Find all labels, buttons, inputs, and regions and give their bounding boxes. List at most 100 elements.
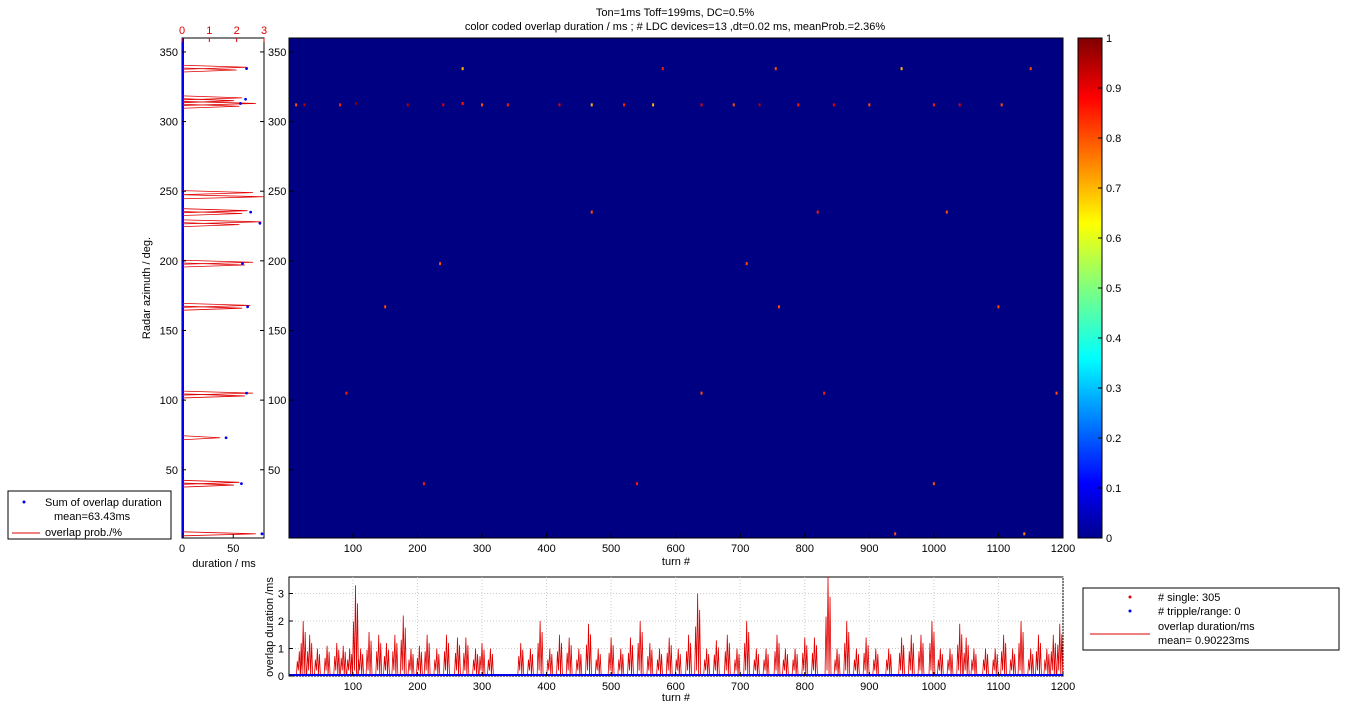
overlap-duration-spike xyxy=(536,620,544,677)
overlap-duration-spike xyxy=(674,648,682,677)
colorbar-tick-label: 0.4 xyxy=(1106,333,1121,345)
overlap-duration-spike xyxy=(443,634,450,677)
azimuth-duration-point xyxy=(245,67,248,71)
overlap-x-tick-label: 1200 xyxy=(1051,681,1075,693)
overlap-duration-spike xyxy=(487,648,494,677)
heatmap-hit xyxy=(797,103,800,107)
heatmap-x-tick-label: 1000 xyxy=(922,543,946,555)
overlap-duration-spike xyxy=(723,634,731,677)
heatmap-hit xyxy=(506,103,509,107)
overlap-x-tick-label: 700 xyxy=(731,681,749,693)
overlap-duration-spike xyxy=(365,631,373,677)
heatmap-x-tick-label: 300 xyxy=(473,543,491,555)
overlap-duration-spike xyxy=(811,637,818,677)
heatmap-hit xyxy=(777,305,780,309)
overlap-x-label: turn # xyxy=(662,692,691,704)
overlap-y-tick-label: 1 xyxy=(278,644,284,656)
legend-prob-label: overlap prob./% xyxy=(45,527,122,539)
heatmap-x-tick-label: 400 xyxy=(537,543,555,555)
overlap-duration-spike xyxy=(791,648,799,677)
overlap-duration-spike xyxy=(575,648,583,677)
overlap-duration-spike xyxy=(733,648,741,677)
overlap-duration-spike xyxy=(801,637,809,677)
azimuth-duration-point xyxy=(224,436,228,440)
heatmap-panel: 100 200 300 400 500 600 700 800 900 1000 1100 1200 … xyxy=(288,37,1075,568)
heatmap-hit xyxy=(384,305,387,309)
overlap-duration-spike xyxy=(970,648,978,677)
overlap-duration-spike xyxy=(527,648,534,677)
legend-single-marker xyxy=(1128,595,1132,599)
azimuth-y-tick-label: 200 xyxy=(160,256,178,268)
azimuth-plot-area xyxy=(181,37,265,539)
overlap-duration-spike xyxy=(556,634,563,677)
heatmap-hit xyxy=(623,103,626,107)
overlap-duration-spike xyxy=(982,648,989,677)
colorbar-tick-label: 1 xyxy=(1106,33,1112,45)
azimuth-top-tick-label: 3 xyxy=(261,25,267,37)
azimuth-top-tick-label: 1 xyxy=(206,25,212,37)
overlap-x-tick-label: 800 xyxy=(796,681,814,693)
azimuth-probability-spike xyxy=(182,435,221,441)
heatmap-x-tick-label: 800 xyxy=(796,543,814,555)
azimuth-probability-spike xyxy=(182,479,240,485)
overlap-duration-spike xyxy=(594,648,602,677)
colorbar-tick-label: 0.5 xyxy=(1106,283,1121,295)
heatmap-hit xyxy=(900,67,903,71)
azimuth-y-tick-label: 250 xyxy=(160,186,178,198)
overlap-duration-spike xyxy=(782,648,789,677)
overlap-duration-spike xyxy=(357,648,365,677)
heatmap-x-tick-label: 200 xyxy=(408,543,426,555)
azimuth-duration-point xyxy=(249,210,253,214)
overlap-duration-spike xyxy=(423,634,431,677)
overlap-x-tick-label: 400 xyxy=(537,681,555,693)
overlap-duration-spike xyxy=(1017,620,1025,677)
heatmap-hit xyxy=(661,67,664,71)
heatmap-hit xyxy=(406,103,409,107)
heatmap-x-tick-label: 1100 xyxy=(987,543,1011,555)
heatmap-hit xyxy=(774,67,777,71)
overlap-duration-spike xyxy=(917,634,925,677)
heatmap-hit xyxy=(894,532,897,536)
overlap-duration-spike xyxy=(956,623,964,677)
overlap-duration-spike xyxy=(712,640,720,677)
azimuth-probability-spike xyxy=(182,95,243,101)
heatmap-hits xyxy=(295,67,1058,536)
heatmap-hit xyxy=(295,103,298,107)
azimuth-y-tick-label-right: 50 xyxy=(268,465,280,477)
overlap-duration-spike xyxy=(375,634,383,677)
azimuth-probability-spike xyxy=(182,219,262,225)
heatmap-hit xyxy=(345,391,348,395)
overlap-duration-spike xyxy=(773,634,781,677)
heatmap-hit xyxy=(439,262,442,266)
overlap-duration-spike xyxy=(703,648,711,677)
heatmap-hit xyxy=(338,103,341,107)
overlap-duration-spike xyxy=(843,620,851,677)
overlap-duration-spike xyxy=(936,648,944,677)
overlap-duration-spike xyxy=(454,637,461,677)
heatmap-hit xyxy=(1029,67,1032,71)
legend-triple-marker xyxy=(1128,609,1132,613)
heatmap-x-tick-label: 600 xyxy=(666,543,684,555)
colorbar-tick-label: 0.9 xyxy=(1106,83,1121,95)
overlap-duration-spike xyxy=(433,648,441,677)
overlap-duration-spike xyxy=(415,645,423,677)
overlap-duration-spike xyxy=(517,642,525,677)
heatmap-background xyxy=(289,38,1063,538)
azimuth-legend-box xyxy=(7,490,172,540)
heatmap-x-tick-label: 100 xyxy=(344,543,362,555)
azimuth-duration-point xyxy=(239,102,242,105)
heatmap-hit xyxy=(816,210,819,214)
overlap-duration-spike xyxy=(407,648,415,677)
azimuth-y-tick-label-right: 100 xyxy=(268,395,286,407)
overlap-duration-spike xyxy=(743,620,751,677)
overlap-duration-panel: 100 200 300 400 500 600 700 800 900 1000 1100 1200 0… xyxy=(264,576,1075,704)
overlap-duration-spike xyxy=(824,576,832,677)
overlap-duration-spike xyxy=(607,637,615,677)
azimuth-y-tick-label: 300 xyxy=(160,117,178,129)
heatmap-x-tick-label: 1200 xyxy=(1051,543,1075,555)
overlap-y-tick-label: 0 xyxy=(278,671,284,683)
overlap-duration-spike xyxy=(462,637,470,677)
azimuth-probability-spike xyxy=(182,101,256,106)
azimuth-probability-spike xyxy=(182,531,256,537)
